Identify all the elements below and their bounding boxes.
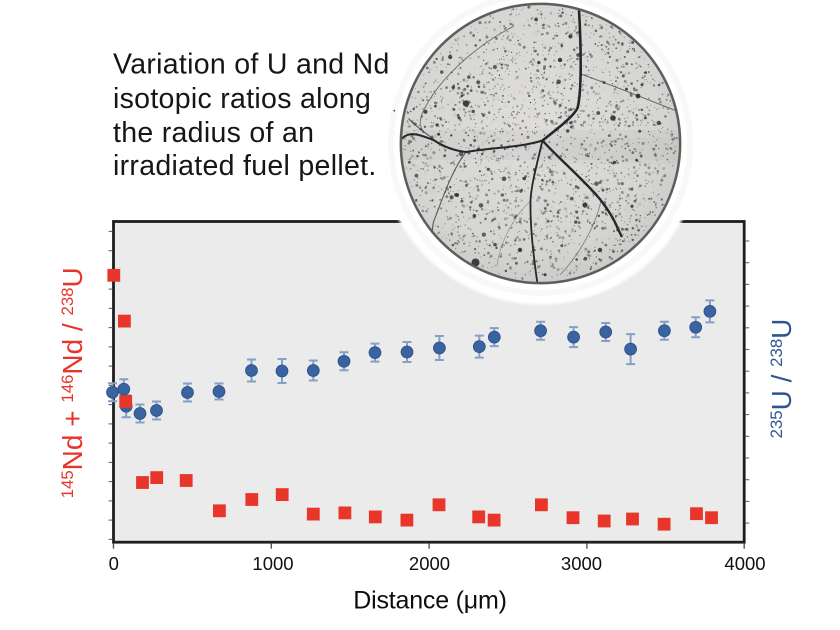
svg-text:1000: 1000 <box>252 553 293 574</box>
svg-text:235U / 238U: 235U / 238U <box>766 319 797 439</box>
svg-text:0: 0 <box>109 553 119 574</box>
svg-text:Variation of U and Nd: Variation of U and Nd <box>113 49 390 81</box>
svg-text:3000: 3000 <box>561 553 602 574</box>
svg-text:isotopic ratios along: isotopic ratios along <box>113 83 371 115</box>
svg-text:irradiated fuel pellet.: irradiated fuel pellet. <box>113 150 377 182</box>
svg-text:2000: 2000 <box>409 553 450 574</box>
svg-text:145Nd + 146Nd / 238U: 145Nd + 146Nd / 238U <box>57 267 88 498</box>
svg-text:4000: 4000 <box>724 553 765 574</box>
svg-text:Distance (μm): Distance (μm) <box>353 587 507 615</box>
svg-text:the radius of an: the radius of an <box>113 117 314 149</box>
